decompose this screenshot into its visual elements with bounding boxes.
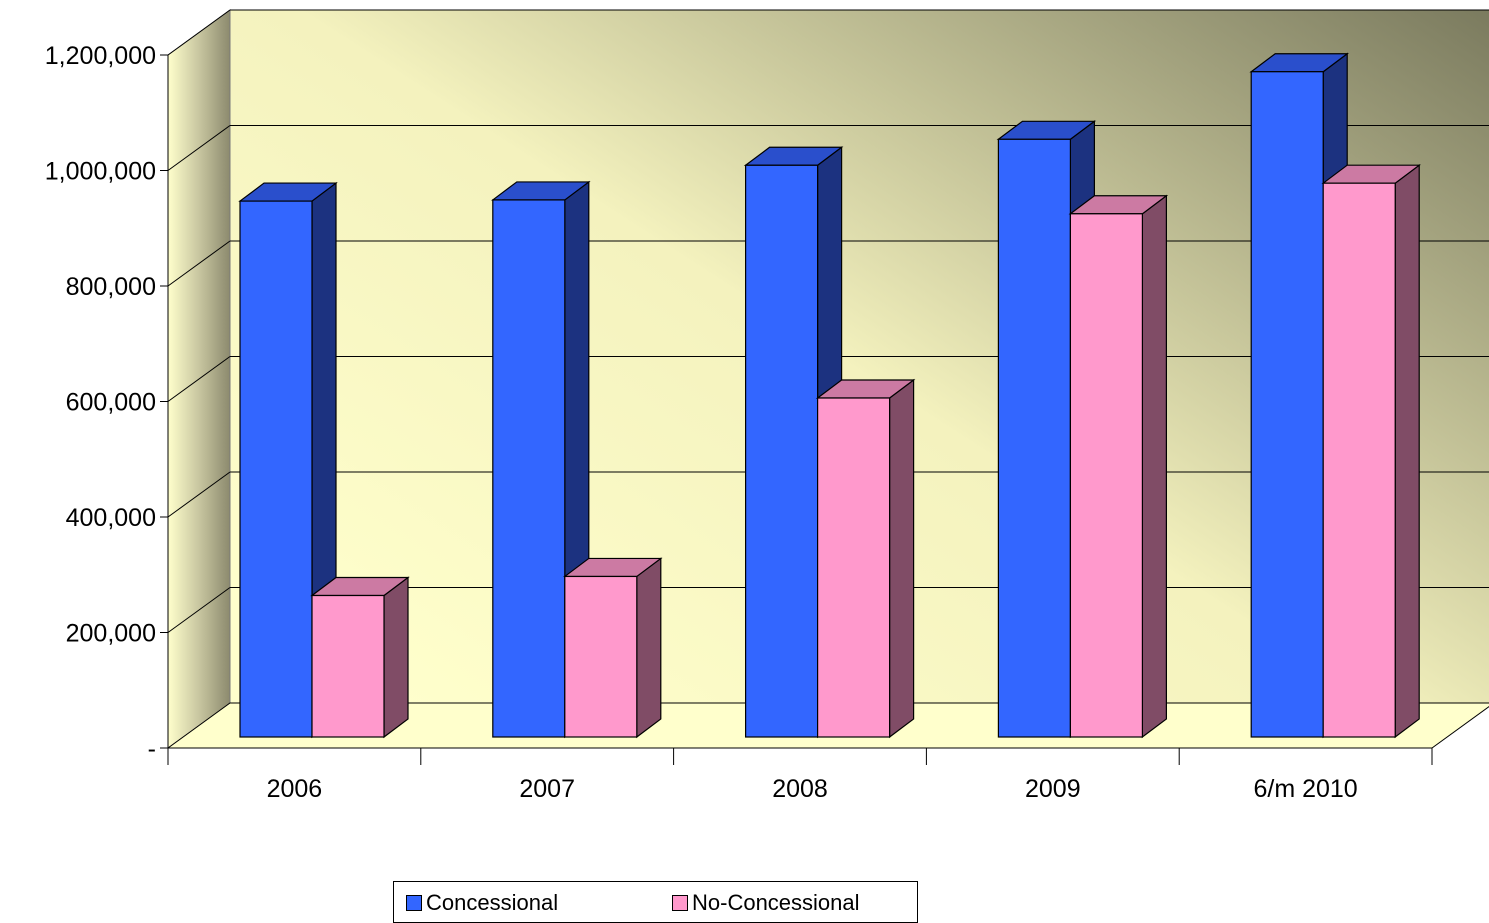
legend-swatch-no-concessional [672,895,688,911]
bar-side [1141,194,1168,739]
x-tick-label: 2008 [772,775,828,803]
bar-front [816,397,891,738]
bar-side [636,557,662,739]
bar [815,378,916,739]
bar-side [383,576,409,739]
bar-front [564,575,638,738]
bar-front [1069,213,1144,738]
bar [562,557,663,739]
legend: Concessional No-Concessional [393,881,918,923]
gridline-side [167,471,231,518]
bar-front [1322,182,1396,738]
gridline-side [167,240,231,287]
tick-labels: - 200,000 400,000 600,000 800,000 1,000,000 1,… [45,42,1358,803]
gridline-side [167,125,231,171]
legend-swatch-concessional [406,895,422,911]
y-tick-label: 1,200,000 [45,42,156,70]
y-tick-label: 1,000,000 [45,158,156,186]
bar-front [997,138,1072,738]
bar [490,180,591,739]
legend-item-concessional: Concessional [406,890,558,916]
bar [238,181,338,739]
bar-side [888,378,915,739]
gridline-side [167,356,231,402]
y-tick-label: - [148,735,156,763]
y-tick-label: 400,000 [66,504,156,532]
y-tick-label: 200,000 [66,620,156,648]
bar-front [239,200,313,738]
bar [1068,194,1169,739]
x-tick-label: 2009 [1025,775,1081,803]
bars [238,52,1421,739]
x-tick-label: 2007 [519,775,575,803]
gridline-side [167,9,231,56]
x-tick-label: 2006 [267,775,323,803]
y-tick-label: 800,000 [66,273,156,301]
bar-front [744,164,819,738]
axes [160,54,1433,765]
bar [310,576,410,739]
x-tick-label: 6/m 2010 [1253,775,1357,803]
bar [1321,163,1421,739]
bar-front [1250,71,1324,738]
bar-front [311,594,385,738]
bar-side [1394,163,1420,739]
gridline-side [167,587,231,633]
y-tick-label: 600,000 [66,389,156,417]
legend-label-no-concessional: No-Concessional [692,890,860,915]
legend-item-no-concessional: No-Concessional [672,890,860,916]
legend-label-concessional: Concessional [426,890,559,915]
bar-front [492,199,566,738]
